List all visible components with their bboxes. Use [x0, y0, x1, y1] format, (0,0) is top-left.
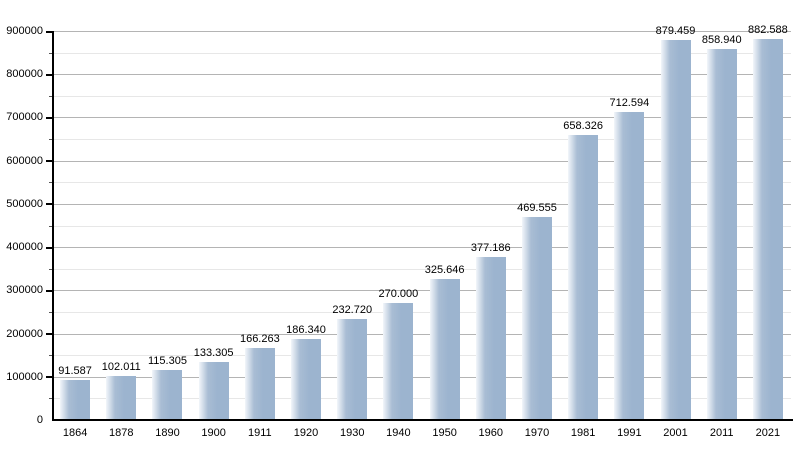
y-tick-label: 900000 [6, 25, 43, 37]
y-axis-minor-tick [49, 225, 52, 227]
gridline-major [52, 203, 791, 205]
bar-value-label: 325.646 [424, 264, 465, 277]
y-axis-major-tick [46, 246, 52, 249]
bar [706, 48, 737, 420]
y-tick-label: 100000 [6, 370, 43, 383]
y-axis-major-tick [46, 30, 52, 33]
bar-value-label: 102.011 [101, 360, 141, 373]
gridline-minor [52, 268, 791, 270]
bar-value-label: 879.459 [655, 24, 696, 37]
y-axis-minor-tick [49, 268, 52, 270]
bar [291, 339, 322, 420]
y-axis [52, 31, 54, 421]
bar [429, 279, 460, 420]
y-axis-minor-tick [49, 311, 52, 313]
x-tick-label: 2021 [755, 427, 781, 439]
y-axis-minor-tick [49, 139, 52, 141]
gridline-minor [52, 311, 791, 313]
y-axis-minor-tick [49, 398, 52, 400]
gridline-major [52, 117, 791, 119]
y-axis-major-tick [46, 160, 52, 163]
x-tick-label: 1981 [570, 427, 596, 439]
y-axis-major-tick [46, 73, 52, 76]
gridline-minor [52, 355, 791, 357]
gridline-major [52, 160, 791, 162]
x-tick-label: 1890 [155, 427, 180, 439]
bar-value-label: 469.555 [517, 202, 557, 215]
gridline-minor [52, 182, 791, 184]
y-tick-label: 800000 [6, 68, 43, 81]
bar-value-label: 91.587 [58, 365, 92, 378]
gridline-minor [52, 225, 791, 227]
x-tick-label: 1970 [524, 427, 550, 439]
gridline-major [52, 31, 791, 32]
x-axis [52, 419, 793, 421]
bar [660, 39, 691, 420]
gridline-major [52, 333, 791, 335]
bar-value-label: 166.263 [239, 333, 280, 346]
gridline-minor [52, 398, 791, 400]
bar [244, 348, 275, 420]
x-tick-label: 1930 [339, 427, 365, 439]
y-tick-label: 0 [36, 414, 43, 426]
x-tick-label: 2011 [709, 427, 734, 439]
bar [60, 380, 91, 420]
x-tick-label: 1911 [248, 427, 272, 439]
x-tick-label: 1920 [293, 427, 319, 439]
bar-value-label: 377.186 [470, 241, 511, 254]
bar [383, 303, 414, 420]
x-tick-label: 1864 [62, 427, 88, 439]
bar-value-label: 712.594 [609, 97, 650, 109]
bar [568, 135, 599, 420]
bar-value-label: 186.340 [286, 324, 326, 337]
bar [337, 319, 368, 420]
y-axis-major-tick [46, 116, 52, 119]
bar [614, 112, 645, 420]
y-tick-label: 300000 [6, 284, 43, 297]
bar-value-label: 232.720 [332, 304, 373, 317]
bar-value-label: 270.000 [378, 288, 419, 301]
bar [752, 38, 783, 420]
y-axis-minor-tick [49, 95, 52, 97]
bar-value-label: 858.940 [701, 33, 742, 46]
y-tick-label: 700000 [6, 111, 43, 124]
y-axis-major-tick [46, 333, 52, 336]
x-tick-label: 1900 [201, 427, 226, 439]
bar-value-label: 658.326 [563, 120, 604, 133]
gridline-major [52, 247, 791, 249]
y-axis-minor-tick [49, 182, 52, 184]
bar-value-label: 882.588 [748, 23, 788, 36]
y-tick-label: 400000 [6, 241, 43, 254]
y-tick-label: 600000 [6, 154, 43, 167]
x-tick-label: 1878 [109, 427, 134, 439]
y-axis-major-tick [46, 203, 52, 206]
bar-value-label: 115.305 [147, 355, 187, 368]
gridline-major [52, 376, 791, 378]
y-axis-major-tick [46, 289, 52, 292]
bar [106, 375, 137, 420]
gridline-minor [52, 139, 791, 141]
y-axis-minor-tick [49, 52, 52, 54]
gridline-major [52, 290, 791, 292]
x-tick-label: 1960 [478, 427, 504, 439]
gridline-major [52, 74, 791, 76]
y-axis-minor-tick [49, 355, 52, 357]
y-axis-major-tick [46, 376, 52, 379]
x-tick-label: 1991 [617, 427, 642, 439]
x-tick-label: 1940 [386, 427, 411, 439]
y-tick-label: 500000 [6, 197, 43, 210]
bar-value-label: 133.305 [193, 347, 234, 360]
bar [198, 362, 229, 420]
gridline-minor [52, 52, 791, 54]
gridline-minor [52, 95, 791, 97]
bar [521, 217, 552, 420]
y-tick-label: 200000 [6, 327, 43, 340]
bar [152, 370, 183, 420]
x-tick-label: 1950 [432, 427, 457, 439]
bar [475, 256, 506, 420]
x-tick-label: 2001 [663, 427, 688, 439]
